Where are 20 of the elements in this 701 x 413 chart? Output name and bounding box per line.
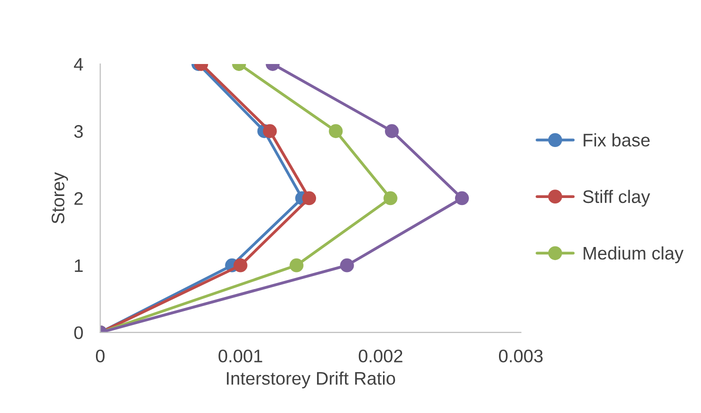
y-axis-title: Storey	[52, 172, 68, 224]
point	[340, 258, 354, 272]
y-tick-label: 3	[74, 125, 83, 138]
point	[302, 191, 316, 206]
point	[290, 258, 304, 272]
y-tick-label: 0	[74, 326, 83, 340]
legend-label: Stiff clay	[583, 190, 650, 207]
x-tick-label: 0.002	[358, 350, 402, 362]
point	[384, 191, 398, 206]
y-tick-label: 2	[74, 192, 83, 205]
x-tick-label: 0.003	[498, 350, 543, 362]
point	[234, 258, 248, 272]
x-tick-label: 0	[96, 350, 105, 362]
legend-label: Medium clay	[584, 246, 684, 264]
y-tick-label: 4	[74, 58, 84, 71]
legend-label: Fix base	[584, 133, 650, 147]
point	[455, 191, 469, 206]
y-tick-label: 1	[74, 259, 83, 272]
x-axis-title: Interstorey Drift Ratio	[226, 372, 396, 388]
x-tick-label: 0.001	[218, 350, 262, 362]
